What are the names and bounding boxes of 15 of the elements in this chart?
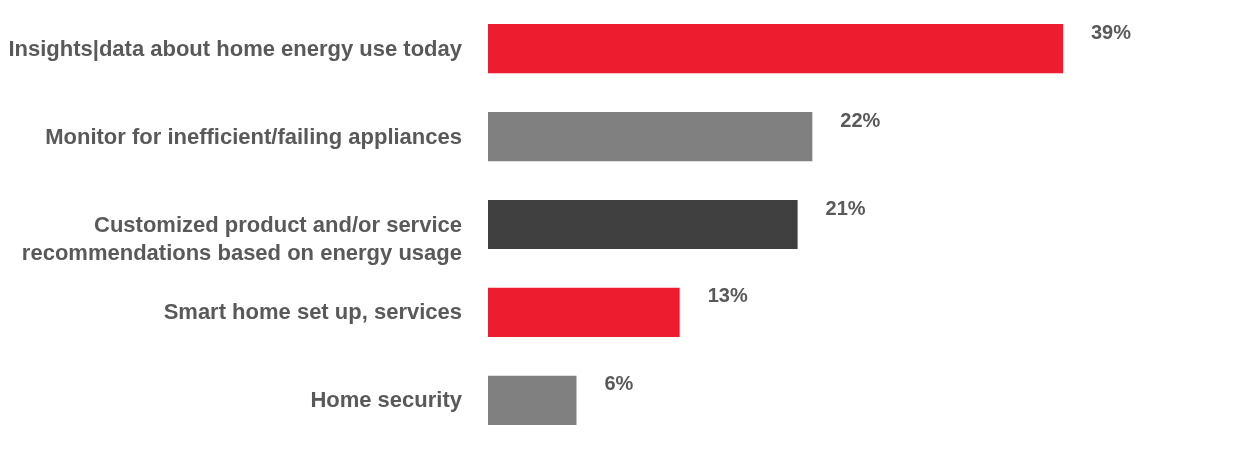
data-label: 21% (825, 196, 866, 219)
data-label: 22% (840, 108, 881, 131)
bar (488, 23, 1063, 74)
bar (488, 199, 798, 250)
y-tick-label: Smart home set up, services (163, 299, 462, 325)
data-label: 39% (1091, 20, 1132, 43)
data-label: 6% (604, 372, 634, 395)
bar (488, 375, 577, 426)
y-tick-label: Monitor for inefficient/failing appliances (45, 123, 462, 149)
y-tick-label: Insights|data about home energy use today (8, 35, 463, 61)
y-tick-label: Home security (310, 387, 463, 413)
bar (488, 287, 680, 338)
y-tick-label: Customized product and/or service recommendations based on energy usage (21, 211, 462, 265)
bar (488, 111, 813, 162)
data-label: 13% (707, 284, 748, 307)
